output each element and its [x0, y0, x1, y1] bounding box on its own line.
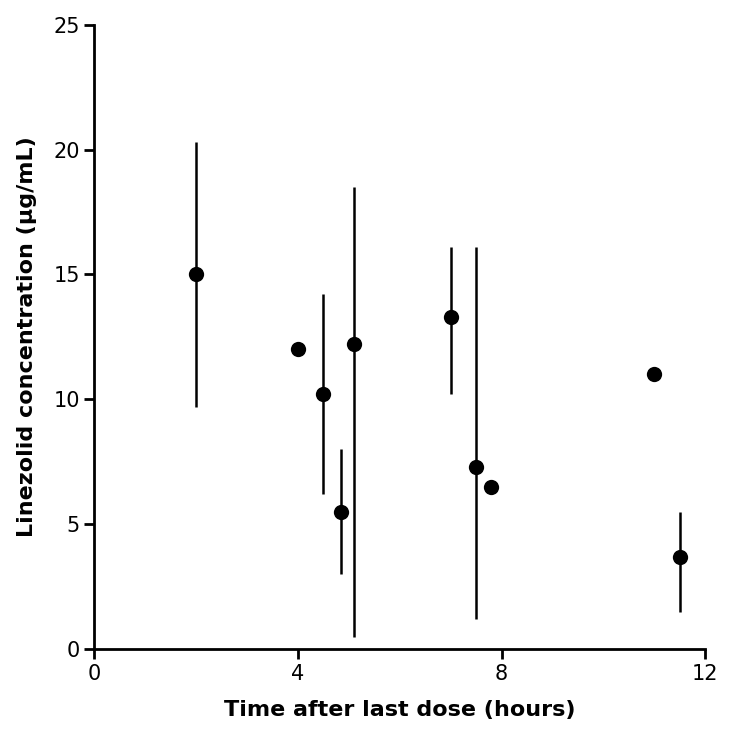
Y-axis label: Linezolid concentration (μg/mL): Linezolid concentration (μg/mL) [17, 136, 37, 537]
X-axis label: Time after last dose (hours): Time after last dose (hours) [224, 700, 576, 720]
